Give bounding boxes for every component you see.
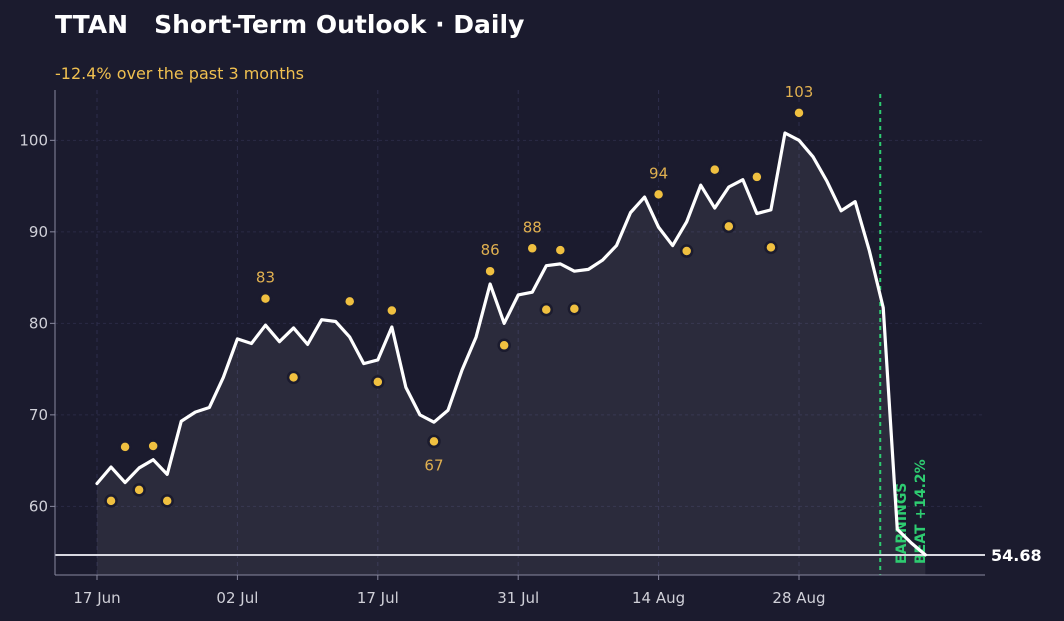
x-tick-label: 28 Aug (772, 589, 825, 607)
earnings-layer: EARNINGS BEAT +14.2% (879, 94, 929, 575)
price-dot (132, 483, 146, 497)
price-dot (160, 494, 174, 508)
y-tick-label: 60 (29, 497, 48, 515)
price-area-fill (97, 133, 926, 575)
price-dot (525, 241, 539, 256)
y-tick-label: 70 (29, 406, 48, 424)
price-dot (286, 370, 301, 385)
price-dot (764, 240, 778, 255)
earnings-label-line2: BEAT +14.2% (913, 459, 929, 564)
price-dot (385, 303, 399, 318)
price-dot (258, 291, 273, 306)
price-dot (104, 494, 118, 508)
price-dot (750, 170, 764, 184)
price-dot (497, 338, 511, 353)
last-price-label: 54.68 (991, 546, 1042, 565)
dot-label: 94 (649, 164, 668, 182)
price-dot (342, 294, 357, 309)
dot-label: 67 (424, 456, 443, 474)
x-tick-label: 14 Aug (632, 589, 685, 607)
dot-label: 86 (481, 241, 500, 259)
price-dot (539, 302, 554, 317)
price-dot (722, 219, 736, 234)
chart-title: TTAN Short-Term Outlook · Daily (55, 10, 525, 39)
dot-label: 83 (256, 269, 275, 287)
price-dot (118, 440, 132, 454)
x-tick-label: 31 Jul (497, 589, 539, 607)
dot-label: 103 (785, 83, 814, 101)
y-tick-label: 100 (19, 131, 48, 149)
y-tick-label: 80 (29, 314, 48, 332)
price-line (95, 131, 927, 557)
dot-label: 88 (523, 218, 542, 236)
price-dot (371, 375, 385, 389)
x-tick-label: 17 Jul (357, 589, 399, 607)
price-line-layer: 54.68 (55, 131, 1042, 565)
axes: 60 70 80 90 100 17 Jun 02 Jul 17 Jul 31 Jul 14 Au… (19, 90, 985, 607)
price-area (97, 133, 926, 575)
y-tick-label: 90 (29, 223, 48, 241)
price-dot (651, 187, 666, 202)
price-dot (679, 244, 694, 258)
price-dot (567, 301, 582, 316)
grid (55, 90, 985, 575)
price-dot (792, 106, 806, 120)
price-dot (483, 264, 497, 278)
dots-layer: 83 67 86 88 94 103 (104, 83, 814, 508)
price-dot (146, 439, 160, 453)
chart-subtitle: -12.4% over the past 3 months (55, 64, 304, 83)
earnings-label-line1: EARNINGS (894, 483, 910, 564)
price-dot (708, 162, 722, 177)
x-tick-label: 02 Jul (216, 589, 258, 607)
price-dot (553, 243, 568, 257)
price-dot (427, 434, 441, 449)
x-tick-label: 17 Jun (73, 589, 120, 607)
